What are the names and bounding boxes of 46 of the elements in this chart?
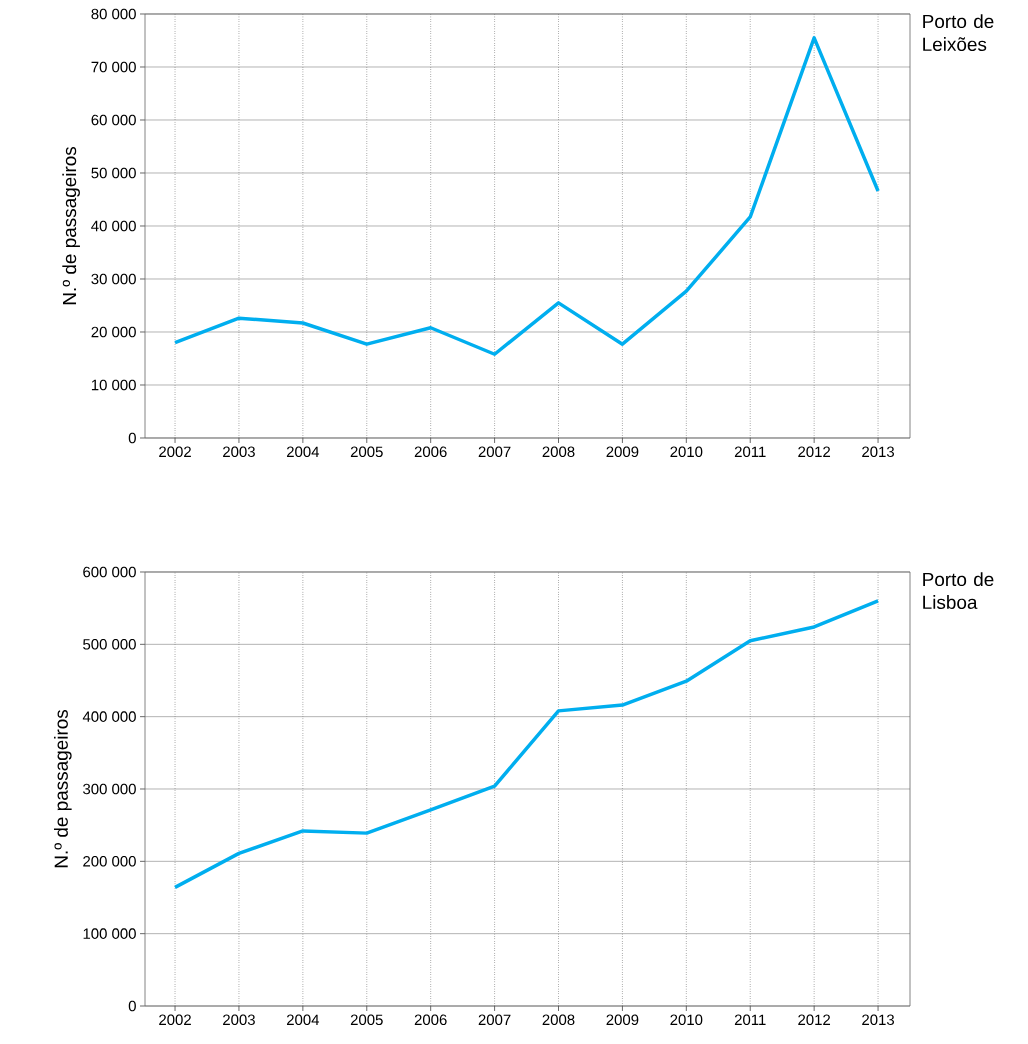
x-tick-label: 2012 (798, 1014, 831, 1026)
y-axis-title: N.º de passageiros (53, 709, 72, 868)
y-tick-label: 30 000 (91, 273, 136, 285)
y-tick-label: 200 000 (83, 856, 136, 867)
x-tick-label: 2009 (606, 1014, 639, 1026)
x-tick-label: 2003 (223, 446, 255, 458)
x-tick-label: 2010 (670, 1014, 703, 1026)
y-tick-label: 60 000 (91, 114, 136, 126)
x-tick-label: 2008 (542, 446, 575, 458)
x-tick-label: 2008 (542, 1014, 575, 1026)
y-tick-label: 300 000 (83, 783, 136, 795)
x-tick-label: 2013 (862, 1014, 895, 1026)
y-tick-label: 70 000 (91, 61, 136, 73)
x-tick-label: 2005 (350, 446, 383, 458)
y-tick-label: 10 000 (91, 379, 136, 391)
x-tick-label: 2002 (159, 446, 191, 458)
y-axis-title: N.º de passageiros (62, 146, 80, 305)
line-series (173, 599, 880, 890)
x-tick-label: 2011 (734, 446, 766, 458)
y-tick-label: 40 000 (91, 220, 136, 232)
x-tick-label: 2002 (159, 1014, 191, 1026)
y-tick-label: 400 000 (82, 711, 136, 722)
y-tick-label: 0 (128, 1000, 136, 1012)
x-tick-label: 2012 (798, 446, 831, 458)
y-tick-label: 80 000 (91, 8, 136, 20)
y-tick-label: 20 000 (91, 326, 136, 338)
x-tick-label: 2005 (350, 1014, 383, 1026)
x-tick-label: 2010 (670, 446, 703, 458)
x-tick-label: 2007 (478, 1014, 511, 1026)
y-tick-label: 600 000 (83, 566, 136, 578)
x-tick-label: 2009 (606, 446, 639, 458)
x-tick-label: 2003 (223, 1014, 255, 1026)
x-tick-label: 2007 (478, 446, 511, 458)
y-tick-label: 500 000 (83, 639, 136, 650)
y-tick-label: 0 (128, 432, 136, 444)
x-tick-label: 2013 (862, 446, 895, 458)
line-series (173, 36, 880, 356)
y-tick-label: 100 000 (83, 928, 136, 939)
x-tick-label: 2004 (286, 1014, 320, 1026)
x-tick-label: 2006 (414, 1014, 447, 1026)
x-tick-label: 2004 (286, 446, 320, 458)
x-tick-label: 2006 (414, 446, 447, 458)
x-tick-label: 2011 (734, 1014, 766, 1026)
y-tick-label: 50 000 (91, 167, 136, 179)
text: Porto de Leixões (923, 14, 994, 52)
text: Porto de Lisboa (923, 572, 994, 610)
